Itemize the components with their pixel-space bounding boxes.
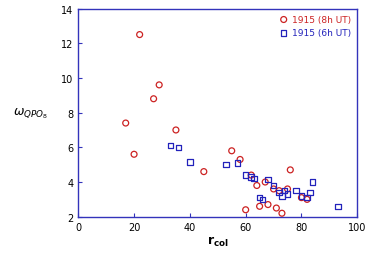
1915 (8h UT) <box>276 189 282 193</box>
1915 (8h UT) <box>151 97 157 101</box>
1915 (8h UT) <box>201 170 207 174</box>
1915 (8h UT) <box>287 168 293 172</box>
1915 (8h UT) <box>131 153 137 157</box>
X-axis label: $\mathbf{r_{col}}$: $\mathbf{r_{col}}$ <box>207 234 229 248</box>
1915 (8h UT) <box>229 149 235 153</box>
1915 (6h UT) <box>243 173 248 177</box>
1915 (6h UT) <box>234 161 240 165</box>
1915 (6h UT) <box>285 192 291 196</box>
1915 (8h UT) <box>273 206 279 210</box>
1915 (8h UT) <box>304 198 310 202</box>
1915 (8h UT) <box>279 211 285 215</box>
1915 (8h UT) <box>257 204 263 209</box>
1915 (6h UT) <box>270 184 276 188</box>
1915 (8h UT) <box>156 84 162 88</box>
1915 (8h UT) <box>243 208 248 212</box>
1915 (6h UT) <box>310 180 315 184</box>
1915 (6h UT) <box>176 146 182 150</box>
1915 (6h UT) <box>335 204 341 209</box>
1915 (6h UT) <box>257 196 263 200</box>
1915 (6h UT) <box>293 189 299 193</box>
1915 (6h UT) <box>265 178 271 182</box>
1915 (6h UT) <box>259 198 265 202</box>
1915 (6h UT) <box>307 191 313 195</box>
1915 (8h UT) <box>270 187 276 191</box>
1915 (6h UT) <box>279 194 285 198</box>
1915 (8h UT) <box>298 196 304 200</box>
1915 (8h UT) <box>262 180 268 184</box>
1915 (6h UT) <box>248 175 254 179</box>
1915 (8h UT) <box>137 34 142 38</box>
1915 (6h UT) <box>282 189 288 193</box>
Legend: 1915 (8h UT), 1915 (6h UT): 1915 (8h UT), 1915 (6h UT) <box>278 14 353 40</box>
1915 (8h UT) <box>248 173 254 177</box>
Y-axis label: $\omega_{QPO_8}$: $\omega_{QPO_8}$ <box>13 106 48 120</box>
1915 (6h UT) <box>223 163 229 167</box>
1915 (8h UT) <box>123 121 129 125</box>
1915 (8h UT) <box>254 184 260 188</box>
1915 (6h UT) <box>276 191 282 195</box>
1915 (8h UT) <box>285 187 291 191</box>
1915 (6h UT) <box>251 177 257 181</box>
1915 (6h UT) <box>298 194 304 198</box>
1915 (8h UT) <box>237 158 243 162</box>
1915 (6h UT) <box>167 144 173 148</box>
1915 (6h UT) <box>187 160 193 164</box>
1915 (8h UT) <box>265 203 271 207</box>
1915 (6h UT) <box>304 196 310 200</box>
1915 (8h UT) <box>173 129 179 133</box>
